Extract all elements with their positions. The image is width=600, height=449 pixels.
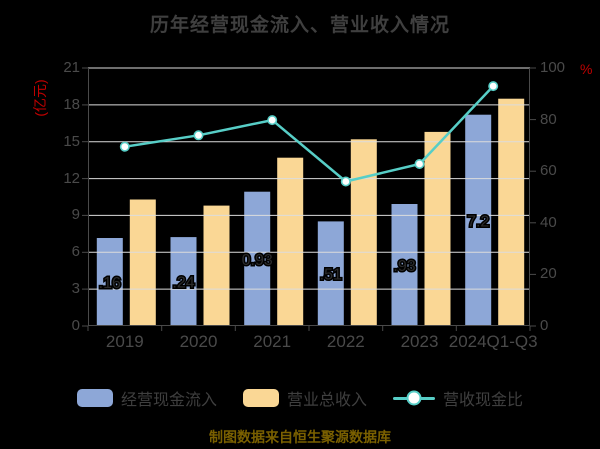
left-axis-tick-label: 9 xyxy=(71,206,80,224)
left-axis-tick-label: 0 xyxy=(71,317,80,334)
chart-title: 历年经营现金流入、营业收入情况 xyxy=(149,15,450,36)
bar-revenue xyxy=(498,98,525,326)
bar-revenue xyxy=(424,131,451,326)
left-axis-tick-label: 21 xyxy=(63,59,80,76)
bar-value-label: 0.93 xyxy=(242,252,273,269)
bar-revenue xyxy=(129,199,156,326)
left-axis-tick-label: 15 xyxy=(63,132,80,150)
legend: 经营现金流入 营业总收入 营收现金比 xyxy=(0,386,600,410)
legend-label-revenue: 营业总收入 xyxy=(286,392,367,409)
ratio-line-point xyxy=(267,115,278,126)
legend-item-ratio[interactable]: 营收现金比 xyxy=(393,386,523,410)
revenue-swatch-icon xyxy=(242,389,279,407)
legend-label-ratio: 营收现金比 xyxy=(443,392,524,409)
right-axis-tick-label: 100 xyxy=(540,59,566,76)
right-axis-tick-label: 80 xyxy=(540,110,557,128)
left-axis-tick-label: 12 xyxy=(63,169,80,187)
cash-inflow-swatch-icon xyxy=(76,389,113,407)
bar-cash-inflow xyxy=(317,221,344,326)
bar-value-label: 7.2 xyxy=(467,213,489,230)
x-axis-category-label: 2022 xyxy=(326,332,365,351)
bar-value-label: .16 xyxy=(99,275,121,292)
legend-item-cash-inflow[interactable]: 经营现金流入 xyxy=(76,386,217,410)
bar-value-label: .24 xyxy=(172,275,194,292)
x-axis-category-label: 2021 xyxy=(253,332,292,351)
right-axis-unit-label: % xyxy=(580,61,593,77)
ratio-line-point xyxy=(414,159,425,170)
right-axis-tick-label: 40 xyxy=(540,213,557,231)
data-source-note: 制图数据来自恒生聚源数据库 xyxy=(209,429,391,445)
right-axis-tick-label: 20 xyxy=(540,265,557,283)
bar-cash-inflow xyxy=(391,204,418,326)
left-axis-tick-label: 6 xyxy=(71,243,80,261)
x-axis-category-label: 2023 xyxy=(400,332,439,351)
x-axis-category-label: 2019 xyxy=(105,332,144,351)
bar-revenue xyxy=(350,139,377,326)
left-axis-tick-label: 18 xyxy=(63,95,80,113)
ratio-line-point xyxy=(119,141,130,152)
bar-revenue xyxy=(203,205,230,326)
right-axis-tick-label: 0 xyxy=(540,317,549,334)
x-axis-category-label: 2020 xyxy=(179,332,218,351)
ratio-line xyxy=(124,85,495,183)
bar-cash-inflow xyxy=(244,191,271,326)
ratio-line-point xyxy=(193,130,204,141)
plot-svg: .16 .24 0.93 .51 .93 7.2 xyxy=(82,67,536,331)
bar-revenue xyxy=(277,157,304,326)
plot-area: .16 .24 0.93 .51 .93 7.2 xyxy=(82,67,536,331)
ratio-line-point xyxy=(488,81,499,92)
x-axis-category-label: 2024Q1-Q3 xyxy=(448,332,538,351)
bar-value-label: .51 xyxy=(320,267,342,284)
bar-value-label: .93 xyxy=(393,258,415,275)
ratio-line-marker-icon xyxy=(393,390,435,406)
bar-cash-inflow xyxy=(465,114,492,326)
left-axis-tick-label: 3 xyxy=(71,280,80,298)
right-axis-tick-label: 60 xyxy=(540,162,557,180)
ratio-line-point xyxy=(340,176,351,187)
legend-item-revenue[interactable]: 营业总收入 xyxy=(242,386,367,410)
legend-label-cash-inflow: 经营现金流入 xyxy=(120,392,217,409)
